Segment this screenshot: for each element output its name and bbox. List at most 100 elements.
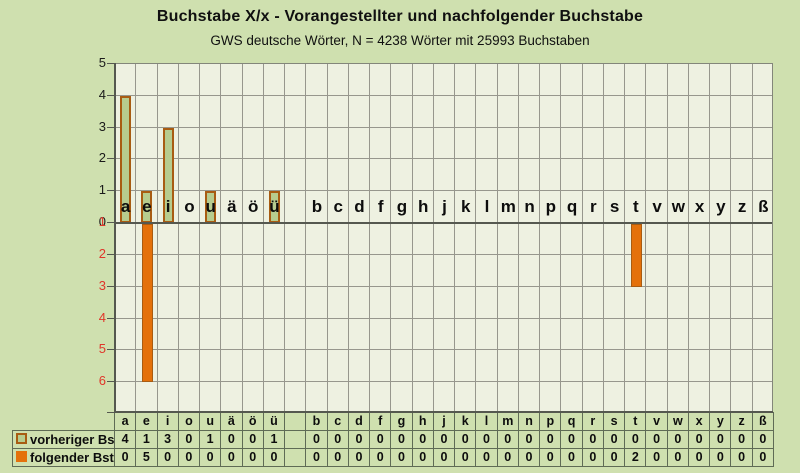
gridline <box>326 64 328 412</box>
table-header-cell: n <box>517 412 541 431</box>
gridline <box>284 64 286 412</box>
table-value-cell: 0 <box>177 430 201 449</box>
zero-line <box>115 222 772 225</box>
table-header-cell: u <box>199 412 222 431</box>
chart-letter-a: a <box>120 197 131 217</box>
gridline <box>115 158 772 160</box>
chart-letter-e: e <box>142 197 152 217</box>
table-header-cell: o <box>177 412 201 431</box>
table-header-cell: j <box>432 412 456 431</box>
gridline <box>241 64 243 412</box>
table-value-cell: 0 <box>390 448 413 467</box>
table-header-cell: ß <box>751 412 774 431</box>
table-value-cell: 3 <box>156 430 179 449</box>
table-value-cell: 1 <box>135 430 158 449</box>
gridline <box>115 94 772 96</box>
table-value-cell: 2 <box>624 448 647 467</box>
table-row-label: vorheriger Bst. <box>12 430 115 449</box>
gridline <box>199 64 201 412</box>
table-value-cell: 0 <box>199 448 222 467</box>
table-header-cell: c <box>326 412 349 431</box>
table-value-cell: 1 <box>199 430 222 449</box>
y-axis-label-lower: 4 <box>98 309 106 325</box>
table-value-cell: 0 <box>751 448 774 467</box>
table-header-cell: f <box>369 412 392 431</box>
table-header-cell: h <box>411 412 434 431</box>
gridline <box>624 64 626 412</box>
y-axis-tick <box>107 317 114 319</box>
bar-down-e <box>141 224 153 383</box>
chart-letter-z: z <box>737 197 747 217</box>
gridline <box>115 381 772 383</box>
table-value-cell: 0 <box>517 430 541 449</box>
y-axis-tick <box>107 381 114 383</box>
bar-up-i <box>162 127 174 224</box>
table-value-cell: 0 <box>666 430 689 449</box>
chart-letter-ö: ö <box>247 197 259 217</box>
chart-letter-n: n <box>524 197 535 217</box>
chart-subtitle: GWS deutsche Wörter, N = 4238 Wörter mit… <box>210 33 590 48</box>
y-axis-tick <box>107 63 114 64</box>
y-axis-tick <box>107 158 114 160</box>
table-value-cell: 0 <box>496 448 519 467</box>
chart-letter-g: g <box>396 197 408 217</box>
gridline <box>666 64 668 412</box>
y-axis-tick <box>107 253 114 255</box>
gridline <box>115 285 772 287</box>
bar-down-t <box>630 224 642 287</box>
table-header-cell: ä <box>220 412 243 431</box>
chart-letter-u: u <box>205 197 216 217</box>
gridline <box>730 64 732 412</box>
chart-letter-s: s <box>609 197 620 217</box>
table-value-cell: 0 <box>305 448 328 467</box>
chart-letter-m: m <box>500 197 516 217</box>
y-axis-label-lower: 5 <box>98 341 106 357</box>
chart-letter-h: h <box>418 197 429 217</box>
chart-title: Buchstabe X/x - Vorangestellter und nach… <box>156 8 644 25</box>
y-axis-label-upper: 2 <box>98 150 106 166</box>
table-value-cell: 0 <box>390 430 413 449</box>
chart-letter-k: k <box>461 197 471 217</box>
chart-letter-v: v <box>652 197 662 217</box>
table-header-cell: y <box>709 412 732 431</box>
table-value-cell: 0 <box>496 430 519 449</box>
gridline <box>751 64 753 412</box>
y-axis-tick <box>107 190 114 192</box>
table-value-cell: 0 <box>517 448 541 467</box>
gridline <box>369 64 371 412</box>
table-value-cell: 0 <box>369 448 392 467</box>
gridline <box>645 64 647 412</box>
chart-letter-p: p <box>545 197 556 217</box>
chart-letter-l: l <box>484 197 490 217</box>
table-value-cell: 0 <box>602 448 626 467</box>
gridline <box>347 64 349 412</box>
table-value-cell: 0 <box>560 430 583 449</box>
gridline <box>454 64 456 412</box>
table-value-cell: 0 <box>687 448 711 467</box>
chart-letter-j: j <box>442 197 447 217</box>
table-header-cell <box>284 412 307 431</box>
gridline <box>432 64 434 412</box>
table-header-cell: d <box>347 412 371 431</box>
chart-letter-r: r <box>589 197 597 217</box>
table-header-cell: g <box>390 412 413 431</box>
bar-up-a <box>120 95 132 224</box>
table-header-cell: ö <box>241 412 264 431</box>
chart-letter-ü: ü <box>269 197 280 217</box>
table-value-cell: 0 <box>454 448 477 467</box>
gridline <box>560 64 562 412</box>
table-row-label: folgender Bst. <box>12 448 115 467</box>
chart-letter-d: d <box>354 197 365 217</box>
table-header-cell: v <box>645 412 668 431</box>
gridline <box>496 64 498 412</box>
gridline <box>156 64 158 412</box>
table-value-cell: 0 <box>475 430 498 449</box>
gridline <box>475 64 477 412</box>
table-value-cell: 0 <box>114 448 137 467</box>
table-header-cell: r <box>581 412 604 431</box>
table-value-cell: 0 <box>305 430 328 449</box>
table-value-cell: 0 <box>560 448 583 467</box>
chart-letter-w: w <box>671 197 685 217</box>
y-axis-label-upper: 5 <box>98 55 106 70</box>
